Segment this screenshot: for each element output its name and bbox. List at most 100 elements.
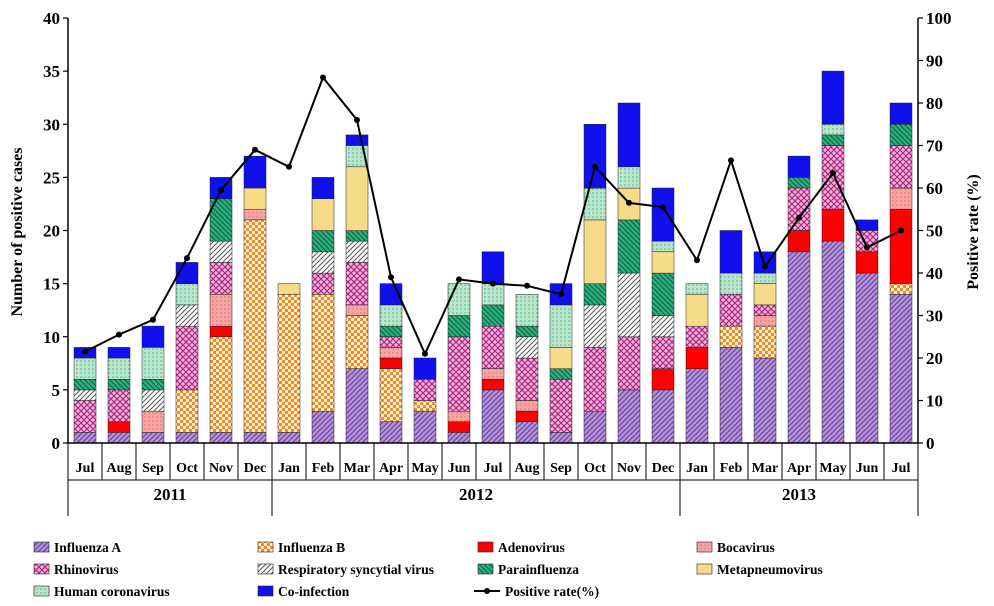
- x-tick-label: Oct: [176, 461, 198, 476]
- bar-segment: [617, 389, 641, 444]
- bar-segment: [855, 251, 879, 274]
- bar-segment: [515, 357, 539, 401]
- bar-segment: [379, 347, 403, 359]
- bar-stacks: [73, 70, 913, 444]
- x-tick-label: Oct: [584, 461, 606, 476]
- bar-segment: [753, 283, 777, 306]
- bar-segment: [243, 219, 267, 433]
- legend-label: Parainfluenza: [498, 562, 579, 577]
- bar-segment: [141, 410, 165, 433]
- bar-segment: [515, 294, 539, 327]
- positive-rate-point: [796, 214, 802, 221]
- y2-tick-label: 10: [926, 392, 943, 411]
- bar-segment: [719, 272, 743, 295]
- bar-segment: [141, 389, 165, 412]
- positive-rate-point: [592, 163, 598, 170]
- bar-segment: [821, 208, 845, 242]
- bar-segment: [617, 166, 641, 189]
- bar-segment: [209, 262, 233, 295]
- y2-tick-label: 70: [926, 137, 943, 156]
- y-tick-label: 35: [43, 62, 60, 81]
- bar-segment: [379, 304, 403, 327]
- bar-segment: [617, 219, 641, 274]
- positive-rate-point: [116, 331, 122, 338]
- x-tick-label: Feb: [720, 461, 743, 476]
- bar-segment: [447, 283, 471, 316]
- bar-segment: [175, 389, 199, 433]
- bar-segment: [73, 357, 97, 380]
- bar-segment: [719, 294, 743, 327]
- bar-segment: [277, 432, 301, 444]
- positive-rate-point: [82, 348, 88, 355]
- bar-segment: [583, 124, 607, 189]
- legend-swatch: [33, 563, 50, 575]
- bar-segment: [379, 421, 403, 444]
- bar-segment: [549, 379, 573, 433]
- bar-segment: [889, 294, 913, 444]
- bar-segment: [73, 379, 97, 391]
- bar-segment: [107, 421, 131, 433]
- bar-segment: [481, 389, 505, 444]
- bar-segment: [345, 262, 369, 306]
- bar-segment: [821, 240, 845, 444]
- bar-segment: [481, 283, 505, 306]
- bar-segment: [277, 294, 301, 433]
- bar-segment: [617, 102, 641, 168]
- bar-segment: [447, 421, 471, 433]
- legend-swatch: [696, 563, 713, 575]
- bar-segment: [209, 325, 233, 337]
- bar-segment: [651, 336, 675, 369]
- bar-segment: [719, 325, 743, 348]
- bar-segment: [345, 240, 369, 263]
- bar-segment: [379, 357, 403, 369]
- y-tick-label: 0: [52, 434, 61, 453]
- bar-segment: [107, 347, 131, 359]
- axes: 0 5 10 15 20 25 30 35 40 0 10 20 30 40 50 60 70 80 90 100: [43, 9, 952, 453]
- x-tick-label: Sep: [550, 461, 572, 476]
- bar-segment: [685, 325, 709, 348]
- positive-rate-point: [150, 316, 156, 323]
- bar-segment: [549, 304, 573, 348]
- bar-segment: [73, 389, 97, 401]
- legend-label: Respiratory syncytial virus: [278, 562, 434, 577]
- y2-axis-label: Positive rate (%): [965, 174, 982, 290]
- y2-tick-label: 100: [926, 9, 952, 28]
- y2-tick-label: 30: [926, 307, 943, 326]
- positive-rate-point: [286, 163, 292, 170]
- y2-tick-label: 40: [926, 264, 943, 283]
- bar-segment: [889, 145, 913, 189]
- bar-segment: [243, 208, 267, 221]
- bar-segment: [787, 251, 811, 444]
- bar-segment: [821, 145, 845, 210]
- x-tick-label: Feb: [312, 461, 335, 476]
- positive-rate-point: [456, 276, 462, 283]
- positive-rate-point: [864, 244, 870, 251]
- bar-segment: [617, 272, 641, 338]
- bar-segment: [107, 432, 131, 444]
- bar-segment: [107, 389, 131, 423]
- bar-segment: [243, 155, 267, 189]
- bar-segment: [753, 315, 777, 327]
- year-label: 2013: [782, 485, 816, 504]
- y-tick-label: 25: [43, 168, 60, 187]
- bar-segment: [277, 283, 301, 295]
- bar-segment: [855, 272, 879, 444]
- bar-segment: [73, 400, 97, 433]
- bar-segment: [651, 315, 675, 338]
- bar-segment: [243, 187, 267, 210]
- bar-segment: [719, 230, 743, 274]
- x-tick-label: Jul: [484, 461, 503, 476]
- bar-segment: [73, 432, 97, 444]
- bar-segment: [345, 368, 369, 444]
- x-tick-label: Dec: [244, 461, 267, 476]
- bar-segment: [821, 134, 845, 146]
- legend-swatch: [257, 585, 274, 597]
- bar-segment: [583, 219, 607, 284]
- bar-segment: [379, 325, 403, 337]
- legend-swatch: [257, 541, 274, 553]
- bar-segment: [311, 177, 335, 199]
- x-tick-label: Nov: [617, 461, 641, 476]
- positive-rate-point: [218, 187, 224, 194]
- positive-rate-point: [660, 204, 666, 211]
- legend-label: Influenza B: [278, 540, 345, 555]
